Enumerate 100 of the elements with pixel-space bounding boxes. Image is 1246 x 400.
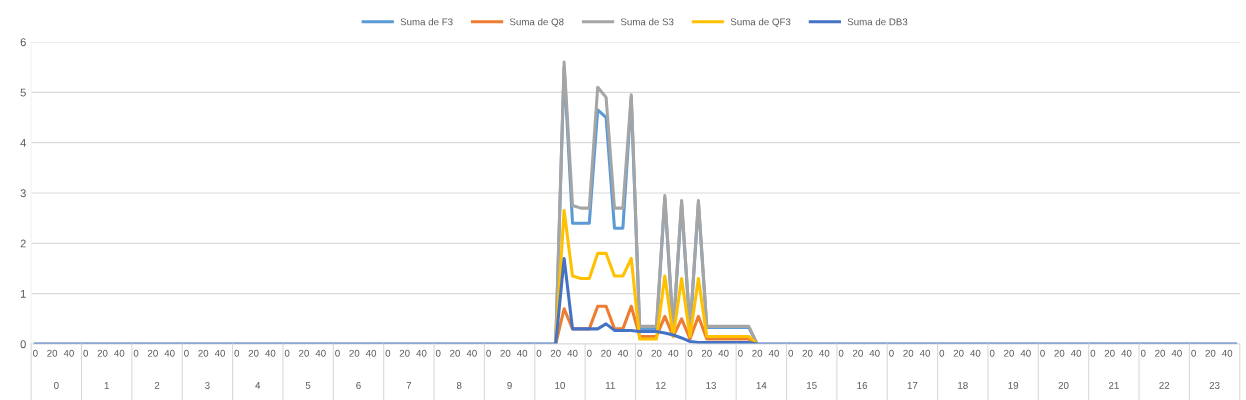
text: 2 <box>154 382 160 389</box>
y-tick-label: 6 <box>20 38 26 47</box>
x-tick-label: 40 <box>617 349 628 357</box>
x-tick-label: 40 <box>768 349 779 357</box>
text: 22 <box>1159 382 1170 389</box>
y-tick-label: 0 <box>20 340 26 349</box>
x-tick-label: 0 <box>1090 349 1096 357</box>
x-tick-label: 0 <box>838 349 844 357</box>
text: 17 <box>907 382 918 389</box>
text: 3 <box>205 382 210 389</box>
text: 12 <box>655 382 666 389</box>
x-tick-label: 0 <box>33 349 38 357</box>
text: 15 <box>807 382 817 389</box>
text: 20 <box>1058 382 1069 389</box>
x-tick-label: 20 <box>852 349 863 357</box>
x-tick-label: 0 <box>1140 349 1146 357</box>
x-tick-label: 20 <box>450 349 461 357</box>
x-tick-label: 40 <box>1121 349 1132 357</box>
x-tick-label: 20 <box>802 349 813 357</box>
x-tick-label: 0 <box>939 349 945 357</box>
x-tick-label: 0 <box>284 349 290 357</box>
x-tick-label: 20 <box>1155 349 1166 357</box>
text: 21 <box>1108 382 1119 389</box>
text: 0 <box>54 382 59 389</box>
x-tick-label: 20 <box>248 349 259 357</box>
x-tick-label: 0 <box>83 349 89 357</box>
x-tick-label: 0 <box>184 349 189 357</box>
x-tick-label: 40 <box>63 349 74 357</box>
text: 10 <box>555 382 565 389</box>
y-tick-label: 1 <box>20 290 26 298</box>
x-tick-label: 0 <box>133 349 139 357</box>
x-tick-label: 40 <box>1222 349 1233 357</box>
x-tick-label: 0 <box>889 349 894 357</box>
x-tick-label: 0 <box>1040 349 1045 357</box>
x-tick-label: 20 <box>903 349 914 357</box>
x-tick-label: 20 <box>601 349 612 357</box>
text: 13 <box>706 382 716 389</box>
x-tick-label: 20 <box>550 349 561 357</box>
x-tick-label: 40 <box>668 349 679 357</box>
x-tick-label: 40 <box>1171 349 1182 357</box>
x-tick-label: 40 <box>315 349 326 357</box>
text: 16 <box>857 382 868 389</box>
x-tick-label: 40 <box>114 349 125 357</box>
text: 4 <box>255 382 261 389</box>
text: 14 <box>756 382 767 389</box>
x-tick-label: 40 <box>466 349 477 357</box>
x-tick-label: 40 <box>567 349 578 357</box>
x-tick-label: 20 <box>1104 349 1115 357</box>
legend-label: Suma de QF3 <box>730 18 791 28</box>
text: 9 <box>507 382 512 389</box>
x-tick-label: 20 <box>651 349 662 357</box>
x-tick-label: 40 <box>819 349 830 357</box>
text: 7 <box>406 382 412 389</box>
x-tick-label: 20 <box>500 349 511 357</box>
x-tick-label: 20 <box>752 349 763 357</box>
x-tick-label: 0 <box>435 349 441 357</box>
x-tick-label: 0 <box>234 349 240 357</box>
x-tick-label: 20 <box>47 349 58 357</box>
x-tick-label: 0 <box>1191 349 1196 357</box>
text: 11 <box>605 382 615 389</box>
text: 1 <box>104 382 109 389</box>
x-tick-label: 20 <box>1004 349 1014 357</box>
x-tick-label: 20 <box>147 349 158 357</box>
y-tick-label: 3 <box>20 189 26 198</box>
x-tick-label: 0 <box>536 349 542 357</box>
text: 5 <box>305 382 311 389</box>
x-tick-label: 40 <box>416 349 427 357</box>
y-tick-label: 5 <box>20 88 26 97</box>
x-tick-label: 0 <box>687 349 693 357</box>
x-tick-label: 20 <box>299 349 309 357</box>
x-tick-label: 0 <box>385 349 391 357</box>
legend-label: Suma de S3 <box>620 18 674 26</box>
text: 6 <box>356 382 361 389</box>
x-tick-label: 40 <box>869 349 880 357</box>
line-series <box>554 209 759 344</box>
x-tick-label: 20 <box>198 349 209 357</box>
x-tick-label: 0 <box>586 349 592 357</box>
x-tick-label: 0 <box>989 349 995 357</box>
legend-label: Suma de F3 <box>400 18 453 26</box>
x-tick-label: 0 <box>486 349 491 357</box>
text: 8 <box>456 382 462 389</box>
text: 19 <box>1008 382 1019 389</box>
x-tick-label: 40 <box>214 349 226 357</box>
legend-label: Suma de DB3 <box>847 18 908 26</box>
x-tick-label: 40 <box>164 349 175 357</box>
y-tick-label: 2 <box>20 239 26 248</box>
x-tick-label: 40 <box>1070 349 1082 357</box>
x-tick-label: 20 <box>701 349 712 357</box>
y-tick-label: 4 <box>20 139 26 147</box>
x-tick-label: 40 <box>1020 349 1031 357</box>
x-tick-label: 20 <box>1205 349 1216 357</box>
x-tick-label: 20 <box>97 349 108 357</box>
x-tick-label: 40 <box>516 349 528 357</box>
legend-label: Suma de Q8 <box>509 18 564 28</box>
x-tick-label: 20 <box>953 349 964 357</box>
x-tick-label: 0 <box>738 349 743 357</box>
text: 18 <box>958 382 968 389</box>
x-tick-label: 40 <box>970 349 981 357</box>
x-tick-label: 20 <box>349 349 360 357</box>
x-tick-label: 40 <box>919 349 931 357</box>
